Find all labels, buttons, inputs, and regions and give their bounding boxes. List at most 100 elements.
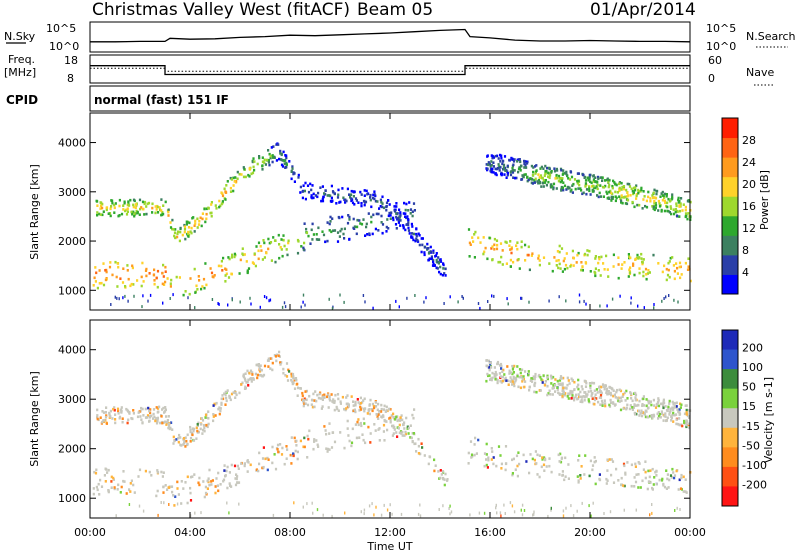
scatter-cell xyxy=(169,221,172,224)
scatter-cell xyxy=(647,269,650,272)
scatter-cell xyxy=(96,286,99,290)
scatter-cell xyxy=(559,452,562,456)
scatter-cell xyxy=(247,461,250,464)
scatter-cell xyxy=(493,248,496,251)
scatter-cell xyxy=(118,198,121,202)
scatter-cell xyxy=(565,387,568,390)
scatter-cell xyxy=(162,212,165,216)
scatter-cell xyxy=(609,510,612,514)
scatter-cell xyxy=(675,405,678,408)
scatter-cell xyxy=(357,418,360,421)
scatter-cell xyxy=(495,503,497,507)
scatter-cell xyxy=(421,237,424,240)
scatter-cell xyxy=(549,185,552,189)
scatter-cell xyxy=(538,180,541,184)
scatter-cell xyxy=(591,397,594,400)
scatter-cell xyxy=(562,391,565,395)
colorbar-tick-label: 12 xyxy=(742,222,756,235)
scatter-cell xyxy=(511,383,514,386)
scatter-cell xyxy=(180,502,183,505)
scatter-cell xyxy=(156,471,160,474)
scatter-cell xyxy=(238,502,240,506)
scatter-cell xyxy=(637,403,640,407)
scatter-cell xyxy=(374,405,378,408)
scatter-cell xyxy=(403,427,406,430)
scatter-cell xyxy=(190,231,193,235)
scatter-cell xyxy=(540,378,543,381)
scatter-cell xyxy=(185,220,188,224)
scatter-cell xyxy=(623,391,626,395)
scatter-cell xyxy=(550,169,553,173)
scatter-cell xyxy=(536,180,539,183)
scatter-cell xyxy=(588,185,591,188)
scatter-cell xyxy=(578,300,581,304)
scatter-cell xyxy=(610,473,613,477)
scatter-cell xyxy=(245,381,248,384)
scatter-cell xyxy=(622,187,625,191)
scatter-cell xyxy=(348,218,351,221)
scatter-cell xyxy=(608,403,611,407)
scatter-cell xyxy=(332,398,335,401)
scatter-cell xyxy=(320,199,323,203)
scatter-cell xyxy=(661,194,664,197)
scatter-cell xyxy=(305,398,308,402)
scatter-cell xyxy=(678,410,681,414)
scatter-cell xyxy=(163,283,166,286)
scatter-cell xyxy=(548,464,551,468)
scatter-cell xyxy=(362,200,366,203)
scatter-cell xyxy=(377,413,380,416)
colorbar-tick-label: 15 xyxy=(742,400,756,413)
scatter-cell xyxy=(218,406,221,409)
scatter-cell xyxy=(504,240,507,244)
scatter-cell xyxy=(581,192,584,196)
time-tick-label: 12:00 xyxy=(374,526,406,539)
scatter-cell xyxy=(567,177,570,180)
scatter-cell xyxy=(162,263,165,267)
scatter-cell xyxy=(552,375,555,379)
scatter-cell xyxy=(228,471,231,474)
scatter-cell xyxy=(562,386,565,390)
scatter-cell xyxy=(220,264,223,268)
scatter-cell xyxy=(617,263,620,266)
scatter-cell xyxy=(121,420,124,424)
scatter-cell xyxy=(109,207,112,211)
scatter-cell xyxy=(406,215,409,218)
scatter-cell xyxy=(596,183,599,187)
scatter-cell xyxy=(489,164,492,168)
scatter-cell xyxy=(407,218,410,222)
scatter-cell xyxy=(407,209,410,212)
scatter-cell xyxy=(563,267,566,271)
scatter-cell xyxy=(649,414,652,418)
scatter-cell xyxy=(411,225,414,228)
scatter-cell xyxy=(176,480,179,484)
scatter-cell xyxy=(139,207,142,211)
scatter-cell xyxy=(117,265,120,269)
scatter-cell xyxy=(564,475,567,478)
scatter-cell xyxy=(504,445,508,448)
scatter-cell xyxy=(282,150,285,154)
scatter-cell xyxy=(247,384,250,387)
scatter-cell xyxy=(666,416,669,420)
scatter-cell xyxy=(501,162,504,166)
scatter-cell xyxy=(449,504,451,508)
scatter-cell xyxy=(301,394,304,398)
scatter-cell xyxy=(302,184,305,187)
scatter-cell xyxy=(359,405,362,409)
scatter-cell xyxy=(304,402,307,405)
scatter-cell xyxy=(630,396,633,400)
scatter-cell xyxy=(126,210,129,213)
scatter-cell xyxy=(495,247,499,251)
scatter-cell xyxy=(278,350,281,354)
scatter-cell xyxy=(583,299,585,303)
scatter-cell xyxy=(631,189,634,193)
scatter-cell xyxy=(371,196,375,200)
scatter-cell xyxy=(628,182,631,186)
scatter-cell xyxy=(441,273,444,277)
scatter-cell xyxy=(385,205,388,209)
scatter-cell xyxy=(539,174,543,177)
scatter-cell xyxy=(668,411,671,414)
scatter-cell xyxy=(493,243,496,247)
scatter-cell xyxy=(622,484,625,487)
